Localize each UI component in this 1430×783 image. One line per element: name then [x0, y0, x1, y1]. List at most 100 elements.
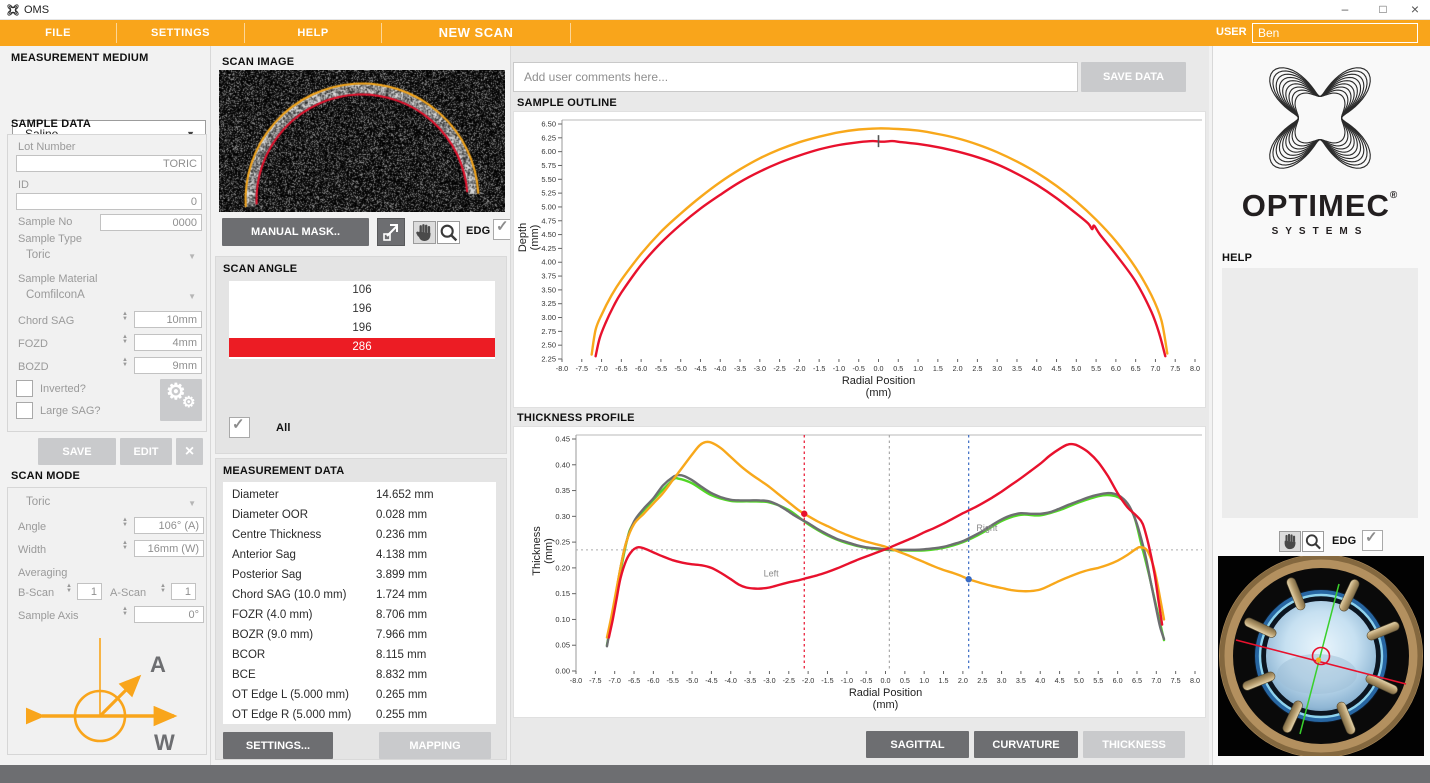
manual-mask-button[interactable]: MANUAL MASK..: [222, 218, 369, 246]
all-angles-label: All: [276, 422, 291, 434]
axis-compass-diagram: A W: [26, 636, 191, 754]
comments-input[interactable]: [513, 62, 1078, 92]
camera-pan-tool-button[interactable]: [1279, 531, 1301, 552]
sagittal-button[interactable]: SAGITTAL: [866, 731, 969, 758]
scan-mode-value: Toric: [26, 496, 50, 508]
sample-data-panel: SAMPLE DATA Lot Number ID Sample No Samp…: [4, 116, 208, 458]
svg-text:-7.0: -7.0: [595, 364, 607, 373]
svg-text:-8.0: -8.0: [556, 364, 568, 373]
scan-angle-list: 106 196 196 286: [229, 281, 495, 359]
sample-axis-input[interactable]: [134, 606, 204, 623]
brand-name: OPTIMEC®: [1213, 188, 1427, 224]
id-label: ID: [18, 179, 29, 191]
svg-text:0.25: 0.25: [555, 538, 570, 547]
chord-sag-input[interactable]: [134, 311, 202, 328]
edit-button[interactable]: EDIT: [120, 438, 172, 465]
row-value: 4.138 mm: [376, 545, 427, 565]
sample-axis-spinner[interactable]: ▲▼: [120, 607, 130, 617]
scan-mode-select[interactable]: Toric ▼: [8, 496, 208, 512]
scan-angle-item[interactable]: 286: [229, 338, 495, 357]
spin-down-icon[interactable]: ▼: [120, 317, 130, 322]
a-scan-spinner[interactable]: ▲▼: [158, 584, 168, 594]
lot-number-label: Lot Number: [18, 141, 75, 153]
angle-spinner[interactable]: ▲▼: [120, 518, 130, 528]
b-scan-input[interactable]: [77, 583, 102, 600]
measurement-medium-title: MEASUREMENT MEDIUM: [11, 52, 148, 64]
scan-image-view[interactable]: [219, 70, 505, 212]
advanced-settings-button[interactable]: ⚙ ⚙: [160, 379, 202, 421]
thickness-button[interactable]: THICKNESS: [1083, 731, 1185, 758]
scan-angle-item[interactable]: 196: [229, 319, 495, 338]
id-input[interactable]: [16, 193, 202, 210]
spin-down-icon[interactable]: ▼: [120, 523, 130, 528]
x-ticks: -8.0-7.5-7.0-6.5-6.0-5.5-5.0-4.5-4.0-3.5…: [570, 671, 1200, 685]
pan-tool-button[interactable]: [413, 221, 436, 244]
spin-down-icon[interactable]: ▼: [158, 589, 168, 594]
lot-number-input[interactable]: [16, 155, 202, 172]
settings-button[interactable]: SETTINGS...: [223, 732, 333, 759]
spin-down-icon[interactable]: ▼: [64, 589, 74, 594]
sample-material-label: Sample Material: [18, 273, 97, 285]
logo-petal-curve: [1273, 71, 1367, 165]
spin-down-icon[interactable]: ▼: [120, 546, 130, 551]
save-button[interactable]: SAVE: [38, 438, 116, 465]
scan-angle-item[interactable]: 196: [229, 300, 495, 319]
camera-view[interactable]: [1218, 556, 1424, 756]
help-title: HELP: [1222, 252, 1252, 264]
close-button[interactable]: ×: [1400, 0, 1430, 19]
camera-edg-checkbox[interactable]: ✓: [1362, 530, 1383, 551]
scan-angle-item[interactable]: 106: [229, 281, 495, 300]
large-sag-checkbox[interactable]: [16, 402, 33, 419]
fozd-input[interactable]: [134, 334, 202, 351]
width-spinner[interactable]: ▲▼: [120, 541, 130, 551]
table-row: Chord SAG (10.0 mm)1.724 mm: [223, 585, 496, 605]
menu-help[interactable]: HELP: [245, 20, 381, 46]
inverted-checkbox[interactable]: [16, 380, 33, 397]
b-scan-spinner[interactable]: ▲▼: [64, 584, 74, 594]
svg-text:3.0: 3.0: [992, 364, 1002, 373]
mapping-button[interactable]: MAPPING: [379, 732, 491, 759]
sample-material-select[interactable]: ComfilconA ▼: [8, 289, 208, 305]
svg-text:3.00: 3.00: [541, 313, 556, 322]
user-input[interactable]: [1252, 23, 1418, 43]
all-angles-checkbox[interactable]: ✓: [229, 417, 250, 438]
chord-sag-spinner[interactable]: ▲▼: [120, 312, 130, 322]
row-value: 0.028 mm: [376, 505, 427, 525]
svg-text:3.25: 3.25: [541, 299, 556, 308]
menu-settings[interactable]: SETTINGS: [117, 20, 244, 46]
row-label: Centre Thickness: [232, 525, 321, 545]
spin-down-icon[interactable]: ▼: [120, 340, 130, 345]
y-ticks: 2.252.502.753.003.253.503.754.004.254.50…: [541, 120, 562, 364]
row-label: Anterior Sag: [232, 545, 296, 565]
width-label: Width: [18, 544, 46, 556]
sample-type-select[interactable]: Toric ▼: [8, 249, 208, 265]
row-value: 7.966 mm: [376, 625, 427, 645]
save-data-button[interactable]: SAVE DATA: [1081, 62, 1186, 92]
zoom-tool-button[interactable]: [437, 221, 460, 244]
bozd-input[interactable]: [134, 357, 202, 374]
measurement-data-title: MEASUREMENT DATA: [223, 465, 344, 477]
spin-down-icon[interactable]: ▼: [120, 612, 130, 617]
spin-down-icon[interactable]: ▼: [120, 363, 130, 368]
delete-button[interactable]: ×: [176, 438, 203, 465]
bozd-spinner[interactable]: ▲▼: [120, 358, 130, 368]
maximize-button[interactable]: □: [1368, 0, 1398, 19]
row-value: 8.706 mm: [376, 605, 427, 625]
width-input[interactable]: [134, 540, 204, 557]
angle-input[interactable]: [134, 517, 204, 534]
svg-text:5.0: 5.0: [1071, 364, 1081, 373]
curvature-button[interactable]: CURVATURE: [974, 731, 1078, 758]
camera-zoom-tool-button[interactable]: [1302, 531, 1324, 552]
fozd-spinner[interactable]: ▲▼: [120, 335, 130, 345]
a-scan-input[interactable]: [171, 583, 196, 600]
svg-text:-6.5: -6.5: [628, 676, 640, 685]
expand-scan-button[interactable]: [377, 218, 405, 246]
minimize-button[interactable]: –: [1330, 0, 1360, 19]
table-row: OT Edge L (5.000 mm)0.265 mm: [223, 685, 496, 705]
brand-subtitle: SYSTEMS: [1213, 226, 1427, 237]
svg-text:-3.0: -3.0: [763, 676, 775, 685]
sample-no-input[interactable]: [100, 214, 202, 231]
menu-file[interactable]: FILE: [0, 20, 116, 46]
menu-new-scan[interactable]: NEW SCAN: [382, 20, 570, 46]
svg-text:4.25: 4.25: [541, 244, 556, 253]
